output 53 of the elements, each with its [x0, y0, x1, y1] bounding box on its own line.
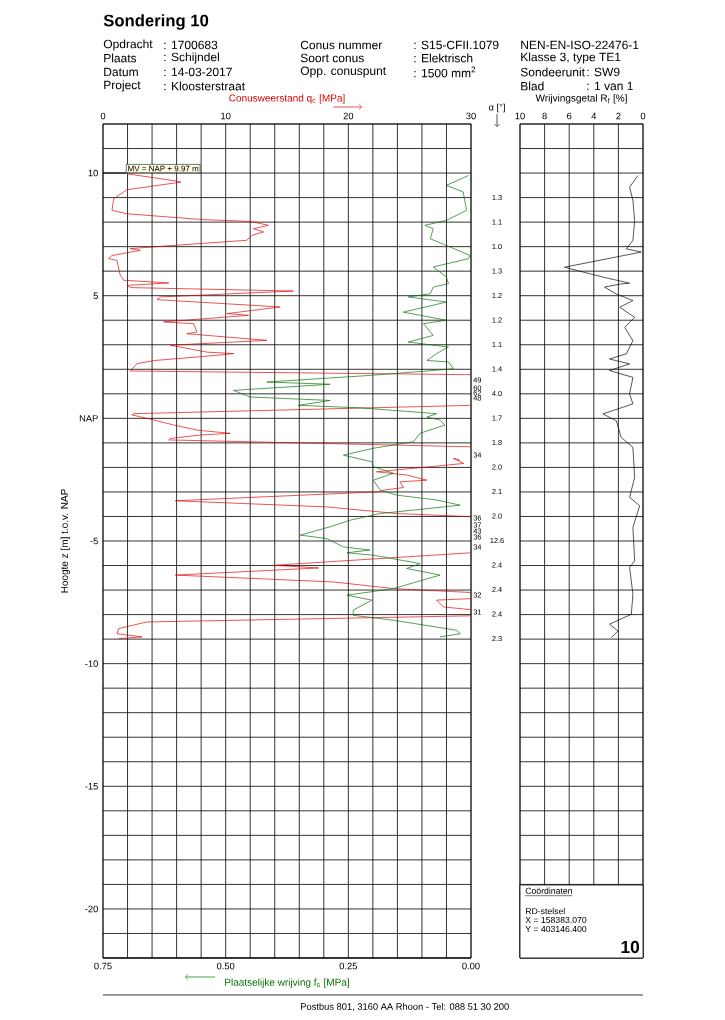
text: : Kloosterstraat — [164, 81, 245, 91]
text: : Elektrisch — [414, 53, 473, 63]
x-axis-title: Wrijvingsgetal R$_{f}$ [%] — [535, 94, 627, 104]
text: Opp. conuspunt — [300, 66, 386, 78]
x-tick-label: 0.25 — [339, 962, 358, 970]
x-tick-label: 0 — [640, 112, 646, 120]
text: Project — [104, 80, 141, 92]
y-tick-label: -15 — [85, 783, 98, 790]
x2-axis-title: Conusweerstand q$_{c}$ [MPa] — [229, 94, 345, 104]
text: NEN-EN-ISO-22476-1 — [521, 40, 639, 50]
text: Blad — [521, 81, 544, 91]
annotation: Y = 403146.400 — [525, 925, 587, 933]
annotation: 10 — [621, 940, 640, 954]
text: Sondeerunit — [520, 67, 585, 77]
y-tick-label: -10 — [85, 660, 98, 667]
y-tick-label: NAP — [79, 415, 98, 422]
x-tick-label: 6 — [567, 112, 572, 120]
chart-title: Sondering 10 — [103, 14, 209, 30]
text: Postbus 801, 3160 AA Rhoon - Tel: 088 51 30 200 — [301, 1003, 509, 1011]
y-tick-label: -20 — [85, 905, 98, 913]
y-tick-label: 5 — [93, 292, 98, 299]
x-tick-label: 10 — [515, 112, 525, 120]
annotation: Coördinaten — [525, 887, 572, 894]
text: : Schijndel — [164, 52, 219, 64]
text: : 1500 mm$^{2}$ — [414, 66, 476, 78]
y-axis-title: Hoogte z [m] t.o.v. NAP — [60, 489, 70, 593]
x-tick-label: 2 — [616, 112, 621, 120]
y-tick-label: 10 — [88, 169, 98, 177]
x-tick-label: 4 — [591, 112, 597, 120]
text: : 1700683 — [164, 40, 218, 50]
x-axis-title: Plaatselijke wrijving f$_{s}$ [MPa] — [225, 978, 349, 988]
text: : S15-CFII.1079 — [414, 40, 499, 50]
annotation: RD-stelsel — [525, 907, 565, 915]
x-tick-label: 8 — [542, 112, 547, 120]
text: Conus nummer — [300, 40, 383, 50]
annotation: MV = NAP + 9.97 m — [128, 165, 199, 172]
x-tick-label: 0.00 — [462, 962, 480, 970]
text: : SW9 — [587, 67, 620, 77]
text: : 14-03-2017 — [164, 67, 232, 77]
text: Opdracht — [103, 39, 153, 51]
annotation: X = 158383.070 — [525, 916, 587, 924]
text: : 1 van 1 — [587, 81, 633, 91]
text: α [°] — [488, 103, 505, 113]
y-tick-label: -5 — [90, 537, 98, 545]
text: Plaats — [104, 53, 137, 63]
x-tick-label: 0.50 — [216, 962, 235, 970]
text: Soort conus — [300, 53, 364, 63]
line-series — [233, 175, 471, 638]
text: Klasse 3, type TE1 — [521, 52, 621, 64]
x-tick-label: 0.75 — [94, 962, 112, 970]
x2-tick-label: 30 — [466, 112, 476, 120]
text: Datum — [104, 67, 138, 77]
x2-tick-label: 20 — [343, 112, 354, 120]
